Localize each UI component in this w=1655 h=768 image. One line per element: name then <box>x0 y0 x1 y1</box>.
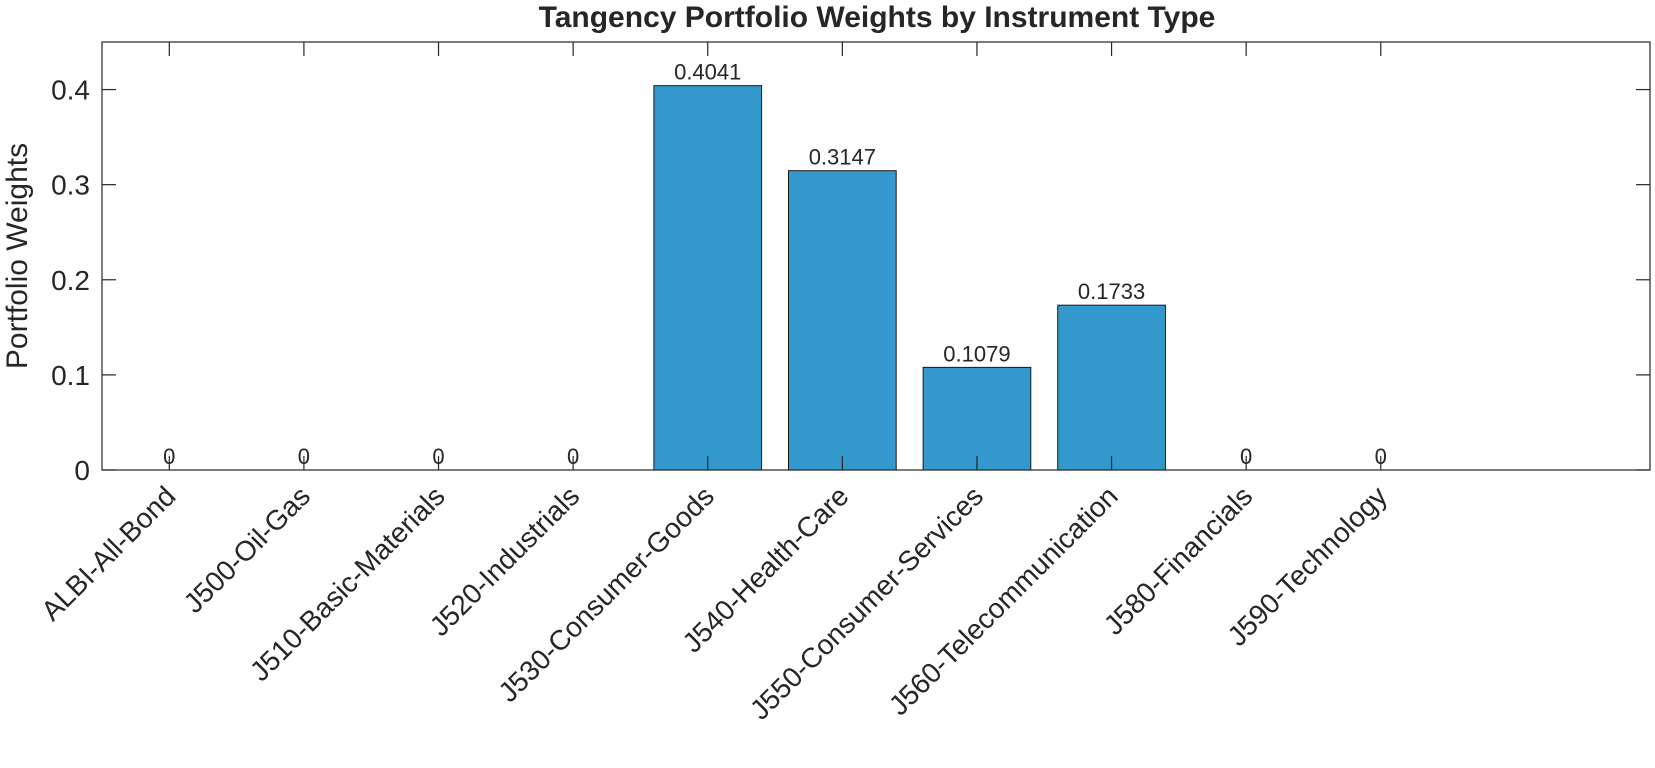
bar <box>788 170 897 471</box>
data-label: 0.1733 <box>1078 279 1145 304</box>
bar <box>1057 304 1166 471</box>
x-tick-label: J550-Consumer-Services <box>744 480 989 725</box>
x-tick-label: J560-Telecommunication <box>883 480 1124 721</box>
y-tick-label: 0 <box>74 455 90 486</box>
y-tick-label: 0.4 <box>51 75 90 106</box>
data-label: 0 <box>567 444 579 469</box>
x-tick-label: ALBI-All-Bond <box>35 480 181 626</box>
chart-title: Tangency Portfolio Weights by Instrument… <box>539 1 1216 34</box>
data-label: 0 <box>1375 444 1387 469</box>
x-tick-label: J500-Oil-Gas <box>178 480 317 619</box>
bar <box>922 366 1032 471</box>
data-label: 0.4041 <box>674 60 741 85</box>
data-label: 0 <box>432 444 444 469</box>
data-label: 0.1079 <box>943 341 1010 366</box>
x-tick-label: J530-Consumer-Goods <box>492 480 720 708</box>
y-axis-label: Portfolio Weights <box>1 143 34 369</box>
y-tick-label: 0.1 <box>51 360 90 391</box>
plot-area: 00.10.20.30.40ALBI-All-Bond0J500-Oil-Gas… <box>35 41 1651 726</box>
y-tick-label: 0.3 <box>51 170 90 201</box>
data-label: 0 <box>163 444 175 469</box>
data-label: 0 <box>1240 444 1252 469</box>
data-label: 0.3147 <box>809 145 876 170</box>
bar <box>653 85 763 471</box>
data-label: 0 <box>298 444 310 469</box>
y-tick-label: 0.2 <box>51 265 90 296</box>
